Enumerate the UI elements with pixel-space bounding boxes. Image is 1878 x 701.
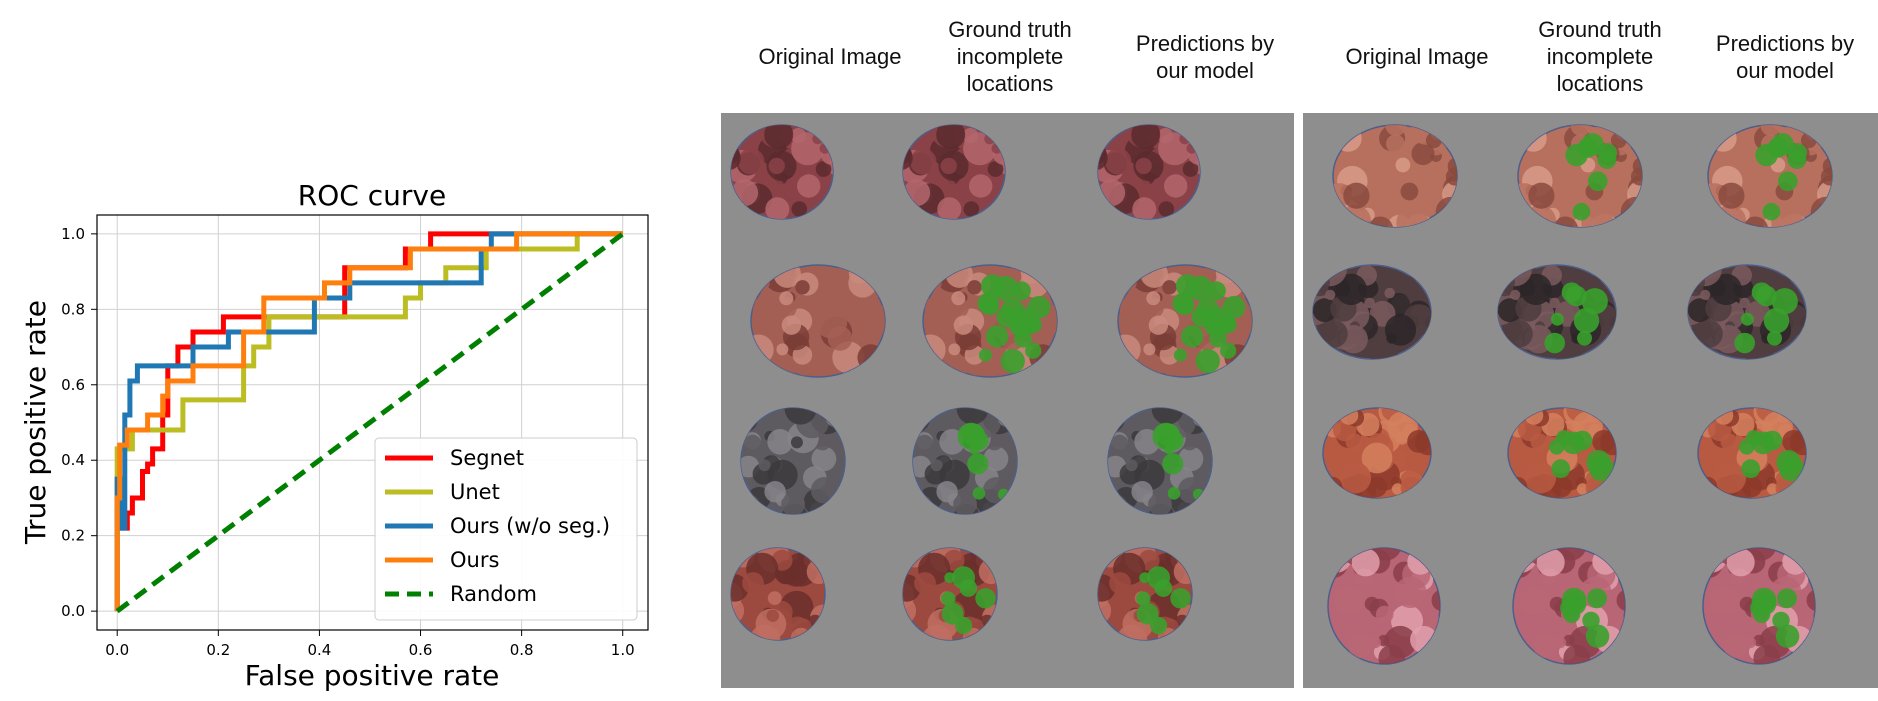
tumor-slice-thumbnail (1507, 407, 1617, 499)
column-header-line: Predictions by (1715, 31, 1855, 56)
x-tick-label: 0.4 (307, 641, 331, 659)
legend-label: Segnet (450, 446, 524, 470)
series-line-segnet (114, 231, 623, 612)
tumor-slice-thumbnail (1697, 407, 1807, 499)
column-header-line: Original Image (758, 44, 902, 69)
column-header-line: locations (966, 71, 1054, 96)
column-header-line: incomplete (1546, 44, 1654, 69)
series-line-ours-w-o-seg (114, 231, 623, 612)
tumor-slice-thumbnail (1687, 264, 1807, 360)
column-header-line: our model (1736, 58, 1834, 83)
column-header-right-1: Original Image (1327, 43, 1507, 70)
y-tick-label: 0.6 (61, 376, 85, 394)
x-axis-label: False positive rate (245, 659, 500, 692)
tumor-slice-thumbnail (730, 547, 826, 641)
y-tick-label: 0.0 (61, 602, 85, 620)
x-tick-label: 0.6 (409, 641, 433, 659)
tumor-slice-thumbnail (750, 264, 886, 378)
column-header-left-1: Original Image (740, 43, 920, 70)
chart-grid (97, 215, 648, 630)
legend-box (374, 437, 638, 621)
column-header-right-3: Predictions by our model (1695, 30, 1875, 84)
tumor-slice-thumbnail (1332, 124, 1458, 228)
x-tick-label: 1.0 (611, 641, 635, 659)
tumor-slice-thumbnail (1497, 264, 1617, 360)
tumor-slice-thumbnail (1707, 124, 1833, 228)
y-axis-label: True positive rate (19, 300, 52, 545)
x-tick-label: 0.2 (206, 641, 230, 659)
tumor-slice-thumbnail (1117, 264, 1253, 378)
column-header-left-3: Predictions by our model (1110, 30, 1300, 84)
roc-chart: ROC curve 0.0 0.2 0.4 0.6 0.8 1.0 0.0 0.2 0.4 0.6… (19, 179, 649, 692)
tumor-slice-thumbnail (1312, 264, 1432, 360)
tumor-slice-thumbnail (1097, 547, 1193, 641)
column-header-right-2: Ground truth incomplete locations (1510, 16, 1690, 97)
x-tick-label: 0.0 (105, 641, 129, 659)
tumor-slice-thumbnail (730, 124, 834, 220)
tumor-slice-thumbnail (1107, 407, 1213, 515)
column-header-line: Original Image (1345, 44, 1489, 69)
column-header-line: Ground truth (1538, 17, 1662, 42)
series-line-unet (114, 231, 623, 612)
tumor-slice-thumbnail (1327, 547, 1441, 665)
legend-label: Unet (450, 480, 500, 504)
y-tick-label: 0.8 (61, 300, 85, 318)
chart-ticks: 0.0 0.2 0.4 0.6 0.8 1.0 0.0 0.2 0.4 0.6 0.8 1.0 (61, 225, 635, 659)
column-header-line: locations (1556, 71, 1644, 96)
tumor-slice-thumbnail (1517, 124, 1643, 228)
y-tick-label: 0.2 (61, 527, 85, 545)
tumor-slice-thumbnail (922, 264, 1058, 378)
column-header-line: Predictions by (1135, 31, 1275, 56)
tumor-slice-thumbnail (1097, 124, 1201, 220)
x-tick-label: 0.8 (510, 641, 534, 659)
legend-label: Ours (450, 548, 499, 572)
tumor-slice-thumbnail (740, 407, 846, 515)
column-header-line: Ground truth (948, 17, 1072, 42)
tumor-slice-thumbnail (912, 407, 1018, 515)
tumor-slice-thumbnail (1702, 547, 1816, 665)
series-line-ours (114, 231, 623, 612)
tumor-slice-thumbnail (1322, 407, 1432, 499)
legend-label: Ours (w/o seg.) (450, 514, 610, 538)
column-header-line: incomplete (956, 44, 1064, 69)
series-line-random (115, 231, 625, 614)
column-header-left-2: Ground truth incomplete locations (920, 16, 1100, 97)
tumor-slice-thumbnail (902, 547, 998, 641)
chart-title: ROC curve (298, 179, 446, 212)
plot-frame (96, 214, 649, 631)
tumor-slice-thumbnail (1512, 547, 1626, 665)
chart-series (114, 231, 625, 614)
chart-legend: Segnet Unet Ours (w/o seg.) Ours Random (374, 437, 638, 621)
y-tick-label: 0.4 (61, 451, 85, 469)
y-tick-label: 1.0 (61, 225, 85, 243)
legend-label: Random (450, 582, 537, 606)
column-header-line: our model (1156, 58, 1254, 83)
tumor-slice-thumbnail (902, 124, 1006, 220)
